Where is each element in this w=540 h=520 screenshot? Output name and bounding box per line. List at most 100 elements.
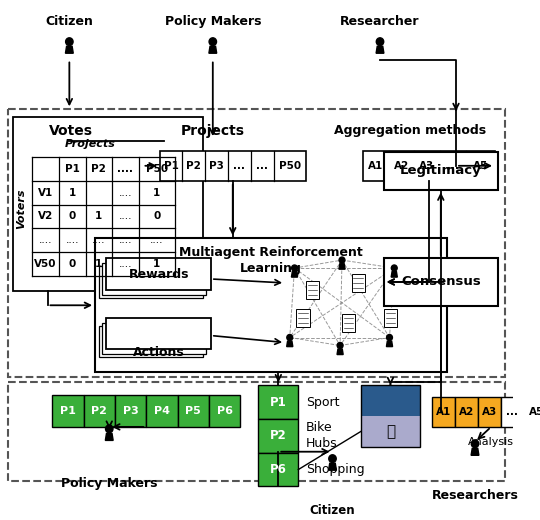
Text: P1: P1 <box>65 164 79 174</box>
FancyBboxPatch shape <box>146 395 178 427</box>
Circle shape <box>105 425 113 433</box>
Text: P50: P50 <box>279 161 301 171</box>
FancyBboxPatch shape <box>455 397 478 427</box>
FancyBboxPatch shape <box>361 385 420 416</box>
Text: P6: P6 <box>217 406 233 416</box>
Text: ....: .... <box>119 188 132 198</box>
Text: Consensus: Consensus <box>401 276 481 289</box>
Text: P5: P5 <box>185 406 201 416</box>
Text: Shopping: Shopping <box>306 463 365 476</box>
FancyBboxPatch shape <box>352 274 365 292</box>
Circle shape <box>387 334 393 341</box>
Polygon shape <box>376 46 384 53</box>
Text: ...: ... <box>506 407 518 417</box>
Text: ....: .... <box>119 212 132 222</box>
Text: Policy Makers: Policy Makers <box>61 476 158 489</box>
Text: ....: .... <box>150 235 164 245</box>
FancyBboxPatch shape <box>14 117 203 291</box>
FancyBboxPatch shape <box>384 309 397 327</box>
Circle shape <box>292 265 298 271</box>
FancyBboxPatch shape <box>296 309 310 327</box>
FancyBboxPatch shape <box>259 453 298 486</box>
Text: ....: .... <box>119 235 132 245</box>
Text: P1: P1 <box>60 406 76 416</box>
Text: Actions: Actions <box>133 346 185 359</box>
Text: P4: P4 <box>154 406 170 416</box>
Text: Researchers: Researchers <box>431 489 518 502</box>
Text: 0: 0 <box>69 259 76 269</box>
FancyBboxPatch shape <box>102 263 206 295</box>
FancyBboxPatch shape <box>99 326 203 357</box>
Circle shape <box>392 265 397 271</box>
FancyBboxPatch shape <box>259 385 298 419</box>
Polygon shape <box>105 434 113 440</box>
FancyBboxPatch shape <box>106 258 211 290</box>
FancyBboxPatch shape <box>501 397 523 427</box>
FancyBboxPatch shape <box>102 322 206 355</box>
Text: A5: A5 <box>529 407 540 417</box>
Text: P3: P3 <box>123 406 138 416</box>
Text: ...: ... <box>256 161 268 171</box>
FancyBboxPatch shape <box>106 318 211 349</box>
Polygon shape <box>292 272 298 277</box>
Text: A5: A5 <box>472 161 488 171</box>
FancyBboxPatch shape <box>84 395 115 427</box>
Circle shape <box>329 455 336 463</box>
Text: Votes: Votes <box>49 124 93 138</box>
Text: ....: .... <box>65 235 79 245</box>
Polygon shape <box>387 341 393 347</box>
FancyBboxPatch shape <box>432 397 455 427</box>
Text: 1: 1 <box>95 212 103 222</box>
Text: Learning: Learning <box>240 262 302 275</box>
Text: P1: P1 <box>270 396 287 409</box>
FancyBboxPatch shape <box>478 397 501 427</box>
Text: A3: A3 <box>420 161 435 171</box>
Text: 1: 1 <box>95 259 103 269</box>
Polygon shape <box>209 46 217 53</box>
FancyBboxPatch shape <box>523 397 540 427</box>
Circle shape <box>66 38 73 46</box>
FancyBboxPatch shape <box>160 151 306 180</box>
Text: Analysis: Analysis <box>468 437 514 447</box>
Text: ....: .... <box>117 164 133 174</box>
Text: Citizen: Citizen <box>309 504 355 517</box>
Text: V50: V50 <box>35 259 57 269</box>
Circle shape <box>337 343 343 348</box>
Text: A3: A3 <box>482 407 497 417</box>
Circle shape <box>209 38 217 46</box>
Polygon shape <box>328 463 336 470</box>
Text: Bike
Hubs: Bike Hubs <box>306 421 338 450</box>
Text: A2: A2 <box>394 161 409 171</box>
FancyBboxPatch shape <box>259 419 298 453</box>
Text: Multiagent Reinforcement: Multiagent Reinforcement <box>179 246 363 259</box>
Text: P2: P2 <box>186 161 201 171</box>
Text: Rewards: Rewards <box>129 267 189 280</box>
Polygon shape <box>65 46 73 53</box>
Text: P3: P3 <box>209 161 224 171</box>
Text: Voters: Voters <box>16 188 26 229</box>
FancyBboxPatch shape <box>178 395 209 427</box>
FancyBboxPatch shape <box>95 238 447 372</box>
Text: 🛒: 🛒 <box>386 424 395 439</box>
Text: Aggregation methods: Aggregation methods <box>334 124 487 137</box>
Text: Sport: Sport <box>306 396 340 409</box>
Text: ...: ... <box>233 161 245 171</box>
FancyBboxPatch shape <box>115 395 146 427</box>
Circle shape <box>471 440 479 448</box>
Text: P2: P2 <box>91 164 106 174</box>
Circle shape <box>376 38 384 46</box>
Text: Projects: Projects <box>65 139 116 149</box>
FancyBboxPatch shape <box>361 416 420 447</box>
Text: V2: V2 <box>38 212 53 222</box>
Text: Policy Makers: Policy Makers <box>165 15 261 28</box>
Text: ...: ... <box>447 161 458 171</box>
FancyBboxPatch shape <box>209 395 240 427</box>
Polygon shape <box>337 349 343 355</box>
Polygon shape <box>339 264 345 269</box>
Text: Citizen: Citizen <box>45 15 93 28</box>
Text: Legitimacy: Legitimacy <box>400 164 482 177</box>
Text: Researcher: Researcher <box>340 15 420 28</box>
Text: 0: 0 <box>69 212 76 222</box>
Text: A1: A1 <box>368 161 383 171</box>
FancyBboxPatch shape <box>99 266 203 298</box>
